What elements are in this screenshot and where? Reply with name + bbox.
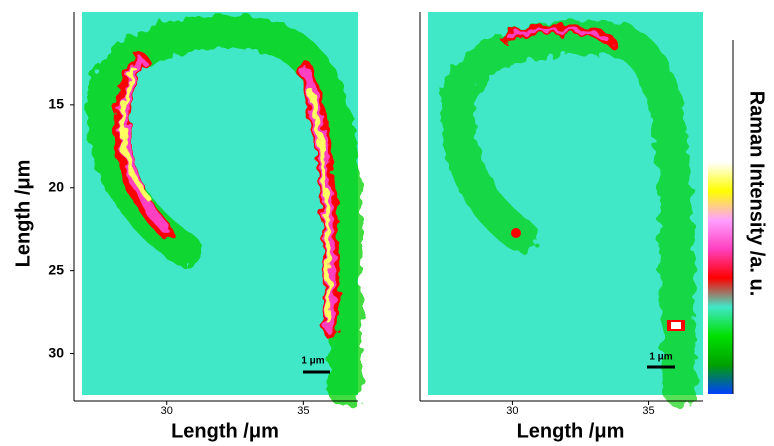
map-left [82, 12, 362, 407]
x-tick-label: 30 [506, 405, 518, 417]
x-axis-label: Length /μm [171, 420, 279, 442]
y-tick-label: 25 [48, 261, 64, 277]
colorbar [708, 40, 734, 394]
y-tick-label: 30 [48, 344, 64, 360]
y-tick-label: 20 [48, 178, 64, 194]
y-axis-label: Length /μm [12, 160, 34, 268]
x-tick-label: 35 [297, 405, 309, 417]
x-axis-label: Length /μm [517, 420, 625, 442]
map-right [428, 12, 703, 407]
x-tick-label: 30 [161, 405, 173, 417]
scale-bar-label: 1 μm [301, 356, 324, 367]
x-tick-label: 35 [642, 405, 654, 417]
colorbar-label: Raman Intensity /a. u. [746, 91, 768, 297]
y-tick-label: 15 [48, 96, 64, 112]
scale-bar-label: 1 μm [649, 352, 672, 363]
